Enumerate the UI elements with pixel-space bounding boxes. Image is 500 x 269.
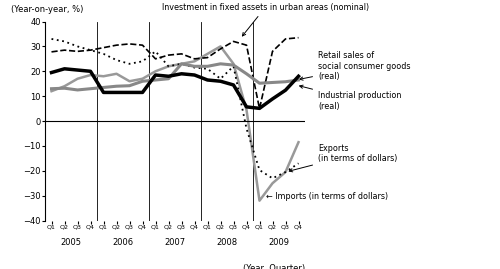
Text: Exports
(in terms of dollars): Exports (in terms of dollars)	[289, 144, 398, 172]
Text: Retail sales of
social consumer goods
(real): Retail sales of social consumer goods (r…	[300, 51, 410, 81]
Text: (Year, Quarter): (Year, Quarter)	[243, 264, 305, 269]
Text: Investment in fixed assets in urban areas (nominal): Investment in fixed assets in urban area…	[162, 3, 369, 36]
Text: ← Imports (in terms of dollars): ← Imports (in terms of dollars)	[266, 192, 388, 201]
Text: (Year-on-year, %): (Year-on-year, %)	[11, 5, 84, 13]
Text: 2008: 2008	[216, 238, 238, 247]
Text: Industrial production
(real): Industrial production (real)	[300, 85, 402, 111]
Text: 2007: 2007	[164, 238, 186, 247]
Text: 2005: 2005	[60, 238, 82, 247]
Text: 2006: 2006	[112, 238, 134, 247]
Text: 2009: 2009	[268, 238, 289, 247]
